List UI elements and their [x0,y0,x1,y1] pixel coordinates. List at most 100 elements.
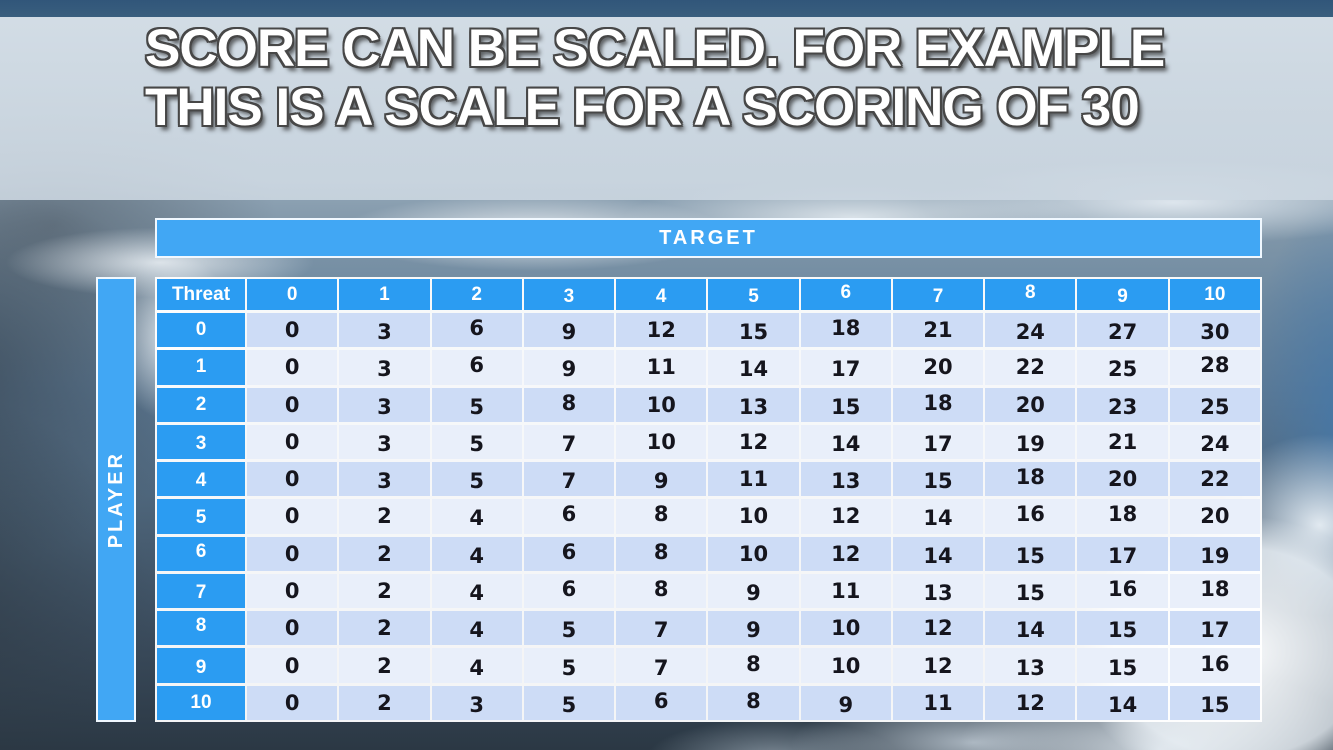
score-cell-r10-c4-value: 6 [653,688,669,713]
score-cell-r0-c1-value: 3 [377,320,392,345]
score-cell-r10-c5: 8 [708,685,799,720]
score-cell-r8-c9: 15 [1077,611,1168,646]
score-cell-r1-c1-value: 3 [377,357,392,382]
score-cell-r6-c7: 14 [892,536,984,571]
score-cell-r6-c0-value: 0 [284,541,300,566]
column-header-8: 8 [985,279,1076,310]
score-cell-r8-c1-value: 2 [377,616,392,641]
score-cell-r9-c6-value: 10 [831,653,861,678]
score-cell-r9-c7: 12 [892,648,984,683]
row-header-10-value: 10 [190,691,212,713]
score-cell-r6-c0: 0 [247,536,338,571]
column-header-0-value: 0 [286,283,298,305]
score-cell-r8-c9-value: 15 [1107,618,1138,643]
score-cell-r8-c0-value: 0 [284,616,300,641]
score-cell-r4-c10-value: 22 [1200,467,1230,492]
score-cell-r5-c8: 16 [985,499,1076,534]
score-cell-r7-c4: 8 [616,573,707,609]
row-header-6: 6 [157,536,245,571]
score-cell-r4-c5: 11 [708,462,799,497]
score-cell-r4-c8-value: 18 [1015,465,1045,490]
slide-title: SCORE CAN BE SCALED. FOR EXAMPLE THIS IS… [145,19,1165,137]
score-cell-r6-c8-value: 15 [1015,543,1045,568]
score-cell-r4-c0-value: 0 [284,467,300,492]
column-header-6: 6 [800,279,891,310]
column-header-5: 5 [708,279,799,310]
row-header-6-value: 6 [195,540,207,562]
target-label: TARGET [659,226,758,249]
score-cell-r3-c5-value: 12 [738,429,769,454]
score-cell-r4-c4: 9 [616,462,707,497]
score-cell-r4-c2: 5 [431,462,522,497]
column-header-10-value: 10 [1204,283,1226,305]
score-cell-r6-c7-value: 14 [923,543,953,568]
score-cell-r3-c5: 12 [708,424,799,460]
column-header-1: 1 [339,279,430,310]
score-cell-r1-c9-value: 25 [1107,357,1138,382]
player-axis-bar: PLAYER [96,277,136,722]
row-header-8-value: 8 [195,615,207,637]
score-cell-r7-c10: 18 [1169,573,1260,609]
column-header-0: 0 [247,279,338,310]
score-cell-r5-c9-value: 18 [1107,502,1138,527]
score-cell-r0-c8: 24 [985,313,1076,348]
score-cell-r3-c6-value: 14 [831,431,861,456]
score-cell-r3-c3-value: 7 [561,431,577,456]
score-cell-r4-c7-value: 15 [923,469,953,494]
score-cell-r6-c6-value: 12 [831,541,861,566]
column-header-3-value: 3 [563,285,575,307]
score-cell-r5-c0: 0 [247,499,338,534]
score-cell-r8-c10: 17 [1169,611,1260,646]
score-cell-r0-c6-value: 18 [831,316,861,341]
score-cell-r1-c2: 6 [431,350,522,385]
score-cell-r3-c9-value: 21 [1107,429,1138,454]
score-cell-r6-c9-value: 17 [1107,543,1138,568]
score-cell-r10-c10-value: 15 [1200,692,1230,717]
score-cell-r6-c10-value: 19 [1200,543,1230,568]
score-cell-r0-c10: 30 [1169,313,1260,348]
score-cell-r5-c9: 18 [1077,499,1168,534]
row-header-1: 1 [157,350,245,385]
score-cell-r2-c9: 23 [1077,387,1168,422]
score-cell-r9-c1-value: 2 [377,653,392,678]
score-cell-r2-c6-value: 15 [831,394,861,419]
score-cell-r7-c8: 15 [985,573,1076,609]
score-cell-r0-c9: 27 [1077,313,1168,348]
row-header-9: 9 [157,648,245,683]
score-cell-r0-c2: 6 [431,313,522,348]
score-cell-r4-c5-value: 11 [738,467,769,492]
score-cell-r6-c5-value: 10 [738,541,769,566]
score-cell-r2-c7: 18 [892,387,984,422]
score-cell-r5-c0-value: 0 [284,504,300,529]
score-cell-r1-c10-value: 28 [1200,353,1230,378]
score-cell-r9-c0-value: 0 [284,653,300,678]
title-line-1: SCORE CAN BE SCALED. FOR EXAMPLE [145,19,1165,78]
title-line-2: THIS IS A SCALE FOR A SCORING OF 30 [145,78,1140,137]
score-cell-r4-c10: 22 [1169,462,1260,497]
score-cell-r7-c9: 16 [1077,573,1168,609]
score-cell-r2-c9-value: 23 [1107,394,1138,419]
score-cell-r9-c10: 16 [1169,648,1260,683]
score-cell-r0-c8-value: 24 [1015,320,1045,345]
score-cell-r9-c8-value: 13 [1015,655,1045,680]
score-cell-r2-c1-value: 3 [377,394,392,419]
score-cell-r0-c1: 3 [339,313,430,348]
column-header-2-value: 2 [471,283,482,305]
score-cell-r1-c4: 11 [616,350,707,385]
score-cell-r3-c10-value: 24 [1200,431,1230,456]
score-cell-r3-c4-value: 10 [646,429,676,454]
score-cell-r4-c9-value: 20 [1107,467,1138,492]
score-cell-r8-c10-value: 17 [1200,618,1230,643]
score-cell-r0-c9-value: 27 [1107,320,1138,345]
score-cell-r2-c10: 25 [1169,387,1260,422]
score-cell-r8-c1: 2 [339,611,430,646]
row-header-2: 2 [157,387,245,422]
score-cell-r0-c3: 9 [523,313,615,348]
score-cell-r9-c2: 4 [431,648,522,683]
row-header-5-value: 5 [195,507,207,529]
score-cell-r6-c1-value: 2 [377,541,392,566]
score-cell-r1-c4-value: 11 [646,355,676,380]
score-cell-r4-c6-value: 13 [831,469,861,494]
score-cell-r7-c1-value: 2 [377,579,392,604]
row-header-0-value: 0 [195,319,207,341]
